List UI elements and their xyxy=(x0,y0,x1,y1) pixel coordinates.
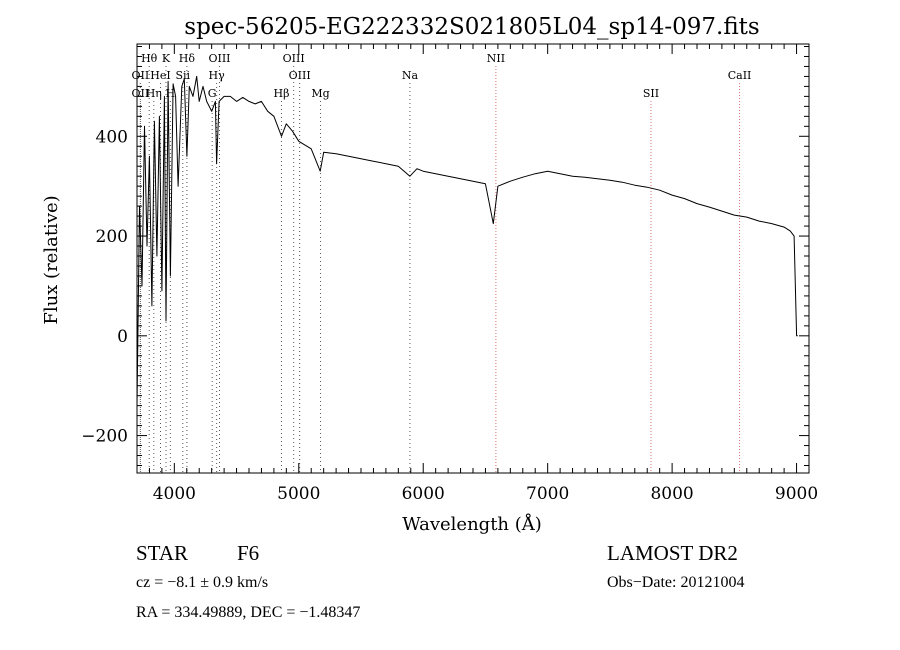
y-tick-label: 200 xyxy=(96,227,128,247)
line-marker-label: OIII xyxy=(289,69,311,82)
line-marker-label: Hη xyxy=(146,87,162,100)
x-tick-label: 7000 xyxy=(526,484,569,504)
y-tick-label: 0 xyxy=(117,327,128,347)
line-marker-label: Hβ xyxy=(274,87,290,100)
object-subclass: F6 xyxy=(237,541,260,565)
line-marker-label: G xyxy=(208,87,217,100)
coordinates-readout: RA = 334.49889, DEC = −1.48347 xyxy=(136,604,361,621)
line-marker-label: Hδ xyxy=(179,52,196,65)
line-marker-label: HeI xyxy=(150,69,170,82)
line-marker-label: H xyxy=(166,87,176,100)
line-marker-label: Hθ xyxy=(141,52,158,65)
x-axis-label: Wavelength (Å) xyxy=(402,513,542,535)
line-marker-label: Mg xyxy=(311,87,329,100)
observation-date: Obs−Date: 20121004 xyxy=(607,574,745,591)
spectrum-series xyxy=(136,75,798,406)
line-marker-label: OIII xyxy=(208,52,230,65)
x-tick-label: 6000 xyxy=(402,484,445,504)
line-marker-label: Na xyxy=(402,69,419,82)
spectrum-line xyxy=(136,75,798,406)
line-marker-label: OII xyxy=(132,69,150,82)
line-marker-label: SII xyxy=(643,87,659,100)
redshift-readout: cz = −8.1 ± 0.9 km/s xyxy=(136,574,269,591)
y-tick-label: 400 xyxy=(96,127,128,147)
line-marker-label: Hγ xyxy=(209,69,226,82)
x-tick-label: 9000 xyxy=(775,484,818,504)
y-axis-label: Flux (relative) xyxy=(41,195,62,324)
plot-frame xyxy=(136,43,810,474)
y-tick-label: −200 xyxy=(81,427,128,447)
line-marker-label: OIII xyxy=(283,52,305,65)
line-marker-label: NII xyxy=(487,52,505,65)
axes: 4000 5000 6000 7000 8000 9000 −200 0 200 400 xyxy=(81,43,818,504)
survey-name: LAMOST DR2 xyxy=(607,541,738,565)
x-tick-label: 4000 xyxy=(153,484,196,504)
line-markers: Hθ K Hδ OIII OIII NII OII HeI Sii Hγ OIII Na CaII OII… xyxy=(132,52,752,473)
line-marker-label: Sii xyxy=(176,69,191,82)
line-marker-label: CaII xyxy=(728,69,752,82)
x-tick-label: 8000 xyxy=(650,484,693,504)
line-marker-label: K xyxy=(162,52,171,65)
chart-title: spec-56205-EG222332S021805L04_sp14-097.f… xyxy=(184,14,759,40)
x-tick-label: 5000 xyxy=(277,484,320,504)
line-marker-label: OII xyxy=(132,87,150,100)
object-class: STAR xyxy=(136,541,188,565)
